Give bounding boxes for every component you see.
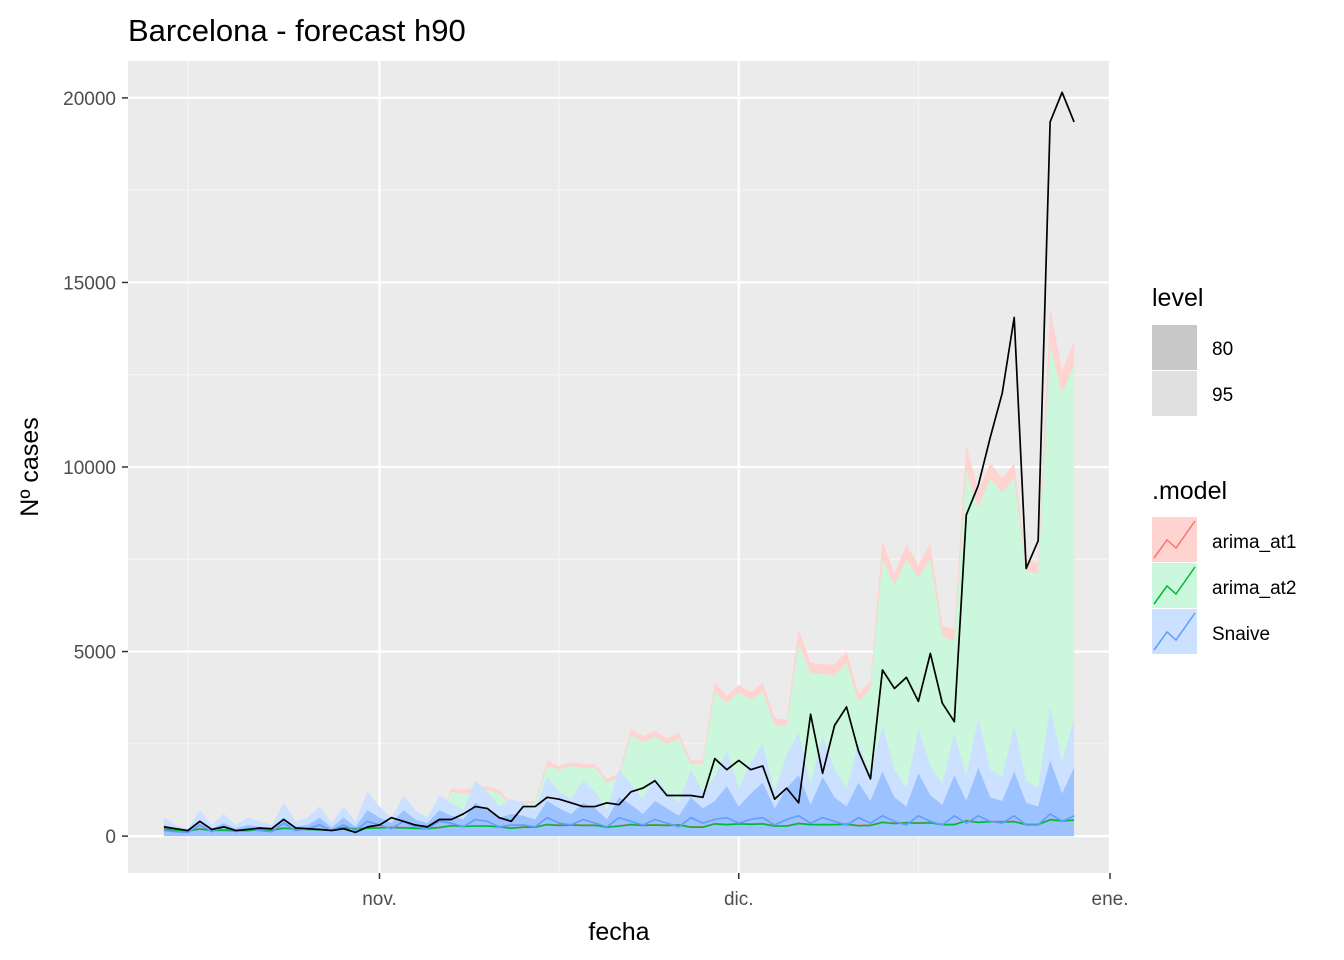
legend-key-level-80 (1152, 325, 1197, 370)
y-tick-label: 10000 (63, 458, 116, 479)
y-tick-label: 0 (105, 827, 116, 848)
grid-major (128, 61, 1112, 873)
forecast-bands (163, 308, 1075, 837)
legend-label-level-80: 80 (1212, 339, 1233, 360)
series-lines (163, 91, 1075, 834)
band-80-snaive (163, 760, 1075, 837)
y-tick-label: 5000 (74, 643, 116, 664)
legend-line-arima-at1 (1153, 520, 1196, 559)
x-tick-label: dic. (724, 889, 754, 910)
legend-label-arima-at1: arima_at1 (1212, 532, 1297, 553)
x-axis: nov. dic. ene. (362, 873, 1128, 910)
band-95-arima-at2 (163, 345, 1075, 837)
chart-title: Barcelona - forecast h90 (128, 13, 466, 48)
x-tick-label: ene. (1092, 889, 1129, 910)
legend-line-arima-at2 (1153, 566, 1196, 605)
legend-key-snaive (1152, 609, 1197, 654)
actual-line (163, 91, 1075, 834)
y-axis: 0 5000 10000 15000 20000 (63, 89, 128, 848)
y-tick-label: 20000 (63, 89, 116, 110)
legend-line-snaive (1153, 612, 1196, 651)
legend-key-arima-at1 (1152, 517, 1197, 562)
legend-label-level-95: 95 (1212, 385, 1233, 406)
legend-level-title: level (1152, 284, 1203, 312)
legend-label-arima-at2: arima_at2 (1212, 578, 1297, 599)
legend-label-snaive: Snaive (1212, 624, 1270, 645)
y-tick-label: 15000 (63, 273, 116, 294)
x-axis-title: fecha (588, 918, 649, 946)
legend-key-arima-at2 (1152, 563, 1197, 608)
y-axis-title: Nº cases (16, 417, 44, 516)
legend-model-title: .model (1152, 477, 1227, 505)
legend-key-level-95 (1152, 371, 1197, 416)
legend: level 80 95 .model arima_at1 arima_at2 S… (1152, 284, 1297, 654)
x-tick-label: nov. (362, 889, 397, 910)
band-95-snaive (163, 706, 1075, 837)
series-line-snaive (163, 813, 1075, 834)
